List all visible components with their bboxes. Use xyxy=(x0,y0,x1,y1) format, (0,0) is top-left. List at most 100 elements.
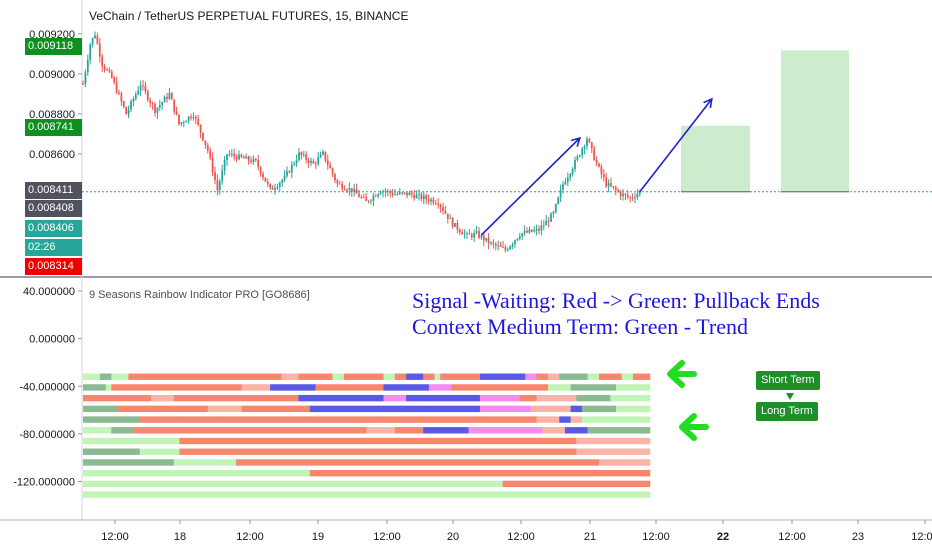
candle-body xyxy=(226,154,228,160)
candle-body xyxy=(543,225,545,226)
candle-body xyxy=(550,214,552,222)
candle-body xyxy=(358,194,360,198)
rainbow-segment xyxy=(480,374,526,380)
candle-body xyxy=(493,242,495,243)
candle-body xyxy=(262,174,264,178)
rainbow-segment xyxy=(395,374,407,380)
candle-body xyxy=(560,189,562,197)
rainbow-segment xyxy=(491,406,531,412)
candle-body xyxy=(339,184,341,185)
candle-body xyxy=(212,158,214,173)
rainbow-segment xyxy=(117,406,140,412)
rainbow-segment xyxy=(281,374,298,380)
candle-body xyxy=(545,221,547,226)
candle-body xyxy=(130,101,132,109)
candle-body xyxy=(128,110,130,115)
candle-body xyxy=(197,119,199,125)
candle-body xyxy=(603,174,605,177)
candle-body xyxy=(337,180,339,183)
candle-body xyxy=(229,154,231,155)
candle-body xyxy=(202,133,204,141)
candle-body xyxy=(166,97,168,99)
x-tick-label: 12:00 xyxy=(373,531,401,543)
candle-body xyxy=(274,188,276,189)
candle-body xyxy=(349,188,351,190)
rainbow-segment xyxy=(134,427,367,433)
rainbow-segment xyxy=(622,374,634,380)
candle-body xyxy=(171,93,173,99)
candle-body xyxy=(291,165,293,173)
rainbow-segment xyxy=(83,470,310,476)
candle-body xyxy=(178,115,180,125)
rainbow-segment xyxy=(537,395,577,401)
candle-body xyxy=(615,187,617,190)
x-tick-label: 12:00 xyxy=(507,531,535,543)
rainbow-segment xyxy=(446,427,469,433)
candle-body xyxy=(579,155,581,156)
rainbow-segment xyxy=(571,406,583,412)
candle-body xyxy=(154,104,156,113)
candle-body xyxy=(135,94,137,99)
candle-body xyxy=(248,157,250,161)
rainbow-segment xyxy=(559,416,571,422)
candle-body xyxy=(255,159,257,160)
candle-body xyxy=(267,182,269,184)
rainbow-segment xyxy=(384,374,396,380)
candle-body xyxy=(253,159,255,162)
candle-body xyxy=(238,154,240,159)
candle-body xyxy=(353,189,355,192)
ind-y-tick-label: -120.000000 xyxy=(13,477,75,489)
candle-body xyxy=(356,189,358,194)
rainbow-segment xyxy=(83,395,112,401)
candle-body xyxy=(289,171,291,172)
candle-body xyxy=(423,196,425,199)
rainbow-segment xyxy=(633,374,650,380)
candle-body xyxy=(605,177,607,186)
rainbow-segment xyxy=(298,395,332,401)
candle-body xyxy=(461,232,463,234)
candle-body xyxy=(233,154,235,157)
candle-body xyxy=(488,238,490,243)
rainbow-segment xyxy=(332,395,383,401)
candle-body xyxy=(598,164,600,167)
candle-body xyxy=(514,240,516,244)
candle-body xyxy=(466,233,468,234)
candle-body xyxy=(509,246,511,249)
profit-zone xyxy=(781,50,849,191)
rainbow-segment xyxy=(525,374,537,380)
candle-body xyxy=(459,230,461,233)
candle-body xyxy=(214,172,216,180)
ind-y-tick-label: 0.000000 xyxy=(29,334,75,346)
rainbow-segment xyxy=(94,438,179,444)
candle-body xyxy=(627,195,629,197)
candle-body xyxy=(159,105,161,108)
candle-body xyxy=(425,196,427,200)
candle-body xyxy=(464,234,466,235)
x-tick-label: 20 xyxy=(447,531,459,543)
candle-body xyxy=(207,145,209,150)
candle-body xyxy=(315,163,317,164)
candle-body xyxy=(483,236,485,241)
candle-body xyxy=(409,193,411,196)
candle-body xyxy=(526,231,528,233)
candle-body xyxy=(308,160,310,163)
candle-body xyxy=(161,102,163,105)
candle-body xyxy=(341,184,343,189)
candle-body xyxy=(257,160,259,167)
candle-body xyxy=(327,161,329,165)
candle-body xyxy=(82,84,84,85)
rainbow-segment xyxy=(100,374,112,380)
candle-body xyxy=(169,93,171,99)
candle-body xyxy=(368,201,370,202)
rainbow-segment xyxy=(179,416,219,422)
rainbow-segment xyxy=(571,384,617,390)
rainbow-segment xyxy=(270,384,276,390)
rainbow-segment xyxy=(548,374,560,380)
candle-body xyxy=(629,197,631,198)
candle-body xyxy=(519,236,521,238)
rainbow-segment xyxy=(344,374,356,380)
candle-body xyxy=(452,218,454,227)
candle-body xyxy=(418,194,420,195)
candle-body xyxy=(533,230,535,231)
